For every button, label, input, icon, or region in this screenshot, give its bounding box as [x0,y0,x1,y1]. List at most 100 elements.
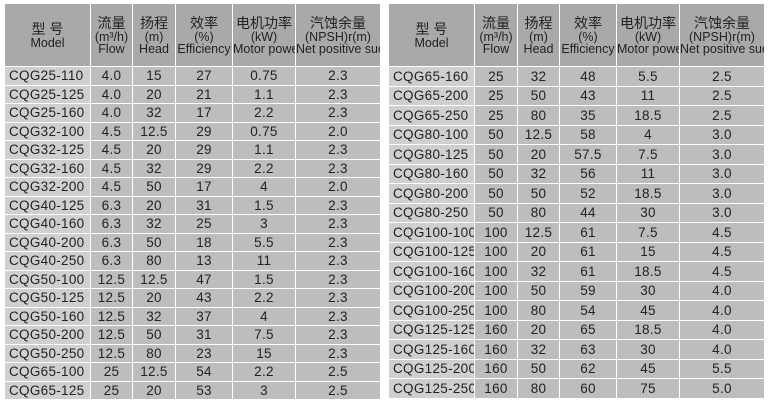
header-efficiency-unit: (%) [194,30,214,44]
table-row: CQG40-250 6.3 80 13 11 2.3 [4,251,381,271]
cell-efficiency: 21 [175,84,233,104]
cell-motor-power: 15 [616,241,680,262]
header-motor-power: 电机功率(kW)Motor power [232,3,296,67]
cell-motor-power: 7.5 [616,222,680,243]
cell-motor-power: 30 [616,280,680,301]
table-row: CQG50-160 12.5 32 37 4 2.3 [4,306,381,326]
cell-efficiency: 23 [175,343,233,363]
cell-flow: 100 [474,280,518,301]
header-model-cn: 型 号 [415,21,448,37]
table-row: CQG32-100 4.5 12.5 29 0.75 2.0 [4,121,381,141]
table-row: CQG32-200 4.5 50 17 4 2.0 [4,177,381,197]
cell-model: CQG32-160 [4,158,91,178]
cell-flow: 12.5 [90,306,133,326]
header-head: 扬程 (m) Head [132,3,176,67]
table-row: CQG80-200 50 50 52 18.5 3.0 [388,183,765,204]
cell-npsh: 2.5 [295,362,381,382]
cell-motor-power: 2.2 [232,158,296,178]
header-model-en: Model [30,36,65,50]
cell-npsh: 3.0 [679,202,765,223]
header-head-en: Head [523,42,554,56]
header-head-unit: (m) [144,30,164,44]
cell-motor-power: 3 [232,214,296,234]
cell-motor-power: 7.5 [232,325,296,345]
cell-efficiency: 65 [559,319,617,340]
cell-model: CQG50-160 [4,306,91,326]
header-model-en: Model [414,36,449,50]
table-row: CQG80-250 50 80 44 30 3.0 [388,202,765,223]
cell-head: 32 [517,66,560,87]
header-flow: 流量 (m³/h) Flow [474,3,518,67]
cell-efficiency: 18 [175,232,233,252]
cell-model: CQG40-125 [4,195,91,215]
table-row: CQG65-160 25 32 48 5.5 2.5 [388,66,765,87]
cell-efficiency: 25 [175,214,233,234]
cell-model: CQG32-200 [4,177,91,197]
cell-model: CQG100-250 [388,300,475,321]
header-flow-cn: 流量 [482,15,510,31]
cell-npsh: 2.3 [295,306,381,326]
header-motor-power-unit: (kW) [250,30,278,44]
cell-model: CQG40-250 [4,251,91,271]
header-motor-power-cn: 电机功率 [236,15,292,31]
table-body: CQG65-160 25 32 48 5.5 2.5 CQG65-200 25 50 43 11 2.… [388,66,765,399]
header-efficiency-cn: 效率 [574,15,602,31]
cell-model: CQG80-200 [388,183,475,204]
cell-model: CQG80-100 [388,124,475,145]
cell-model: CQG25-110 [4,66,91,86]
cell-flow: 100 [474,300,518,321]
cell-head: 80 [517,202,560,223]
header-efficiency: 效率 (%) Efficiency [175,3,233,67]
cell-efficiency: 29 [175,158,233,178]
cell-npsh: 3.0 [679,124,765,145]
header-model-cn: 型 号 [31,21,64,37]
cell-head: 12.5 [517,222,560,243]
table-row: CQG25-125 4.0 20 21 1.1 2.3 [4,84,381,104]
cell-efficiency: 29 [175,121,233,141]
table-row: CQG65-100 25 12.5 54 2.2 2.5 [4,362,381,382]
cell-motor-power: 1.1 [232,140,296,160]
cell-head: 12.5 [132,269,176,289]
cell-flow: 100 [474,241,518,262]
cell-efficiency: 17 [175,103,233,123]
cell-npsh: 5.0 [679,378,765,399]
cell-npsh: 4.0 [679,319,765,340]
cell-head: 50 [517,280,560,301]
cell-npsh: 2.3 [295,269,381,289]
table-row: CQG125-160 160 32 63 30 4.0 [388,339,765,360]
cell-flow: 6.3 [90,232,133,252]
header-npsh-en: Net positive suction head [296,42,380,56]
header-flow-cn: 流量 [97,15,126,31]
cell-efficiency: 56 [559,163,617,184]
table-row: CQG50-200 12.5 50 31 7.5 2.3 [4,325,381,345]
cell-model: CQG65-100 [4,362,91,382]
header-model: 型 号 Model [4,3,91,67]
cell-model: CQG125-160 [388,339,475,360]
cell-npsh: 2.3 [295,214,381,234]
cell-npsh: 3.0 [679,163,765,184]
cell-model: CQG65-125 [4,380,91,400]
cell-head: 80 [517,378,560,399]
cell-model: CQG50-100 [4,269,91,289]
header-flow-en: Flow [98,42,125,56]
cell-npsh: 2.0 [295,121,381,141]
cell-motor-power: 3 [232,380,296,400]
cell-npsh: 3.0 [679,183,765,204]
cell-head: 20 [132,288,176,308]
cell-head: 80 [132,343,176,363]
table-row: CQG80-160 50 32 56 11 3.0 [388,163,765,184]
cell-head: 32 [132,158,176,178]
cell-head: 12.5 [132,121,176,141]
table-row: CQG125-125 160 20 65 18.5 4.0 [388,319,765,340]
header-head-en: Head [139,42,169,56]
cell-model: CQG125-250 [388,378,475,399]
cell-npsh: 2.3 [295,84,381,104]
table-row: CQG50-125 12.5 20 43 2.2 2.3 [4,288,381,308]
cell-efficiency: 43 [559,85,617,106]
cell-motor-power: 4 [232,177,296,197]
cell-head: 15 [132,66,176,86]
cell-motor-power: 45 [616,358,680,379]
cell-motor-power: 1.5 [232,195,296,215]
cell-motor-power: 15 [232,343,296,363]
cell-head: 50 [132,177,176,197]
